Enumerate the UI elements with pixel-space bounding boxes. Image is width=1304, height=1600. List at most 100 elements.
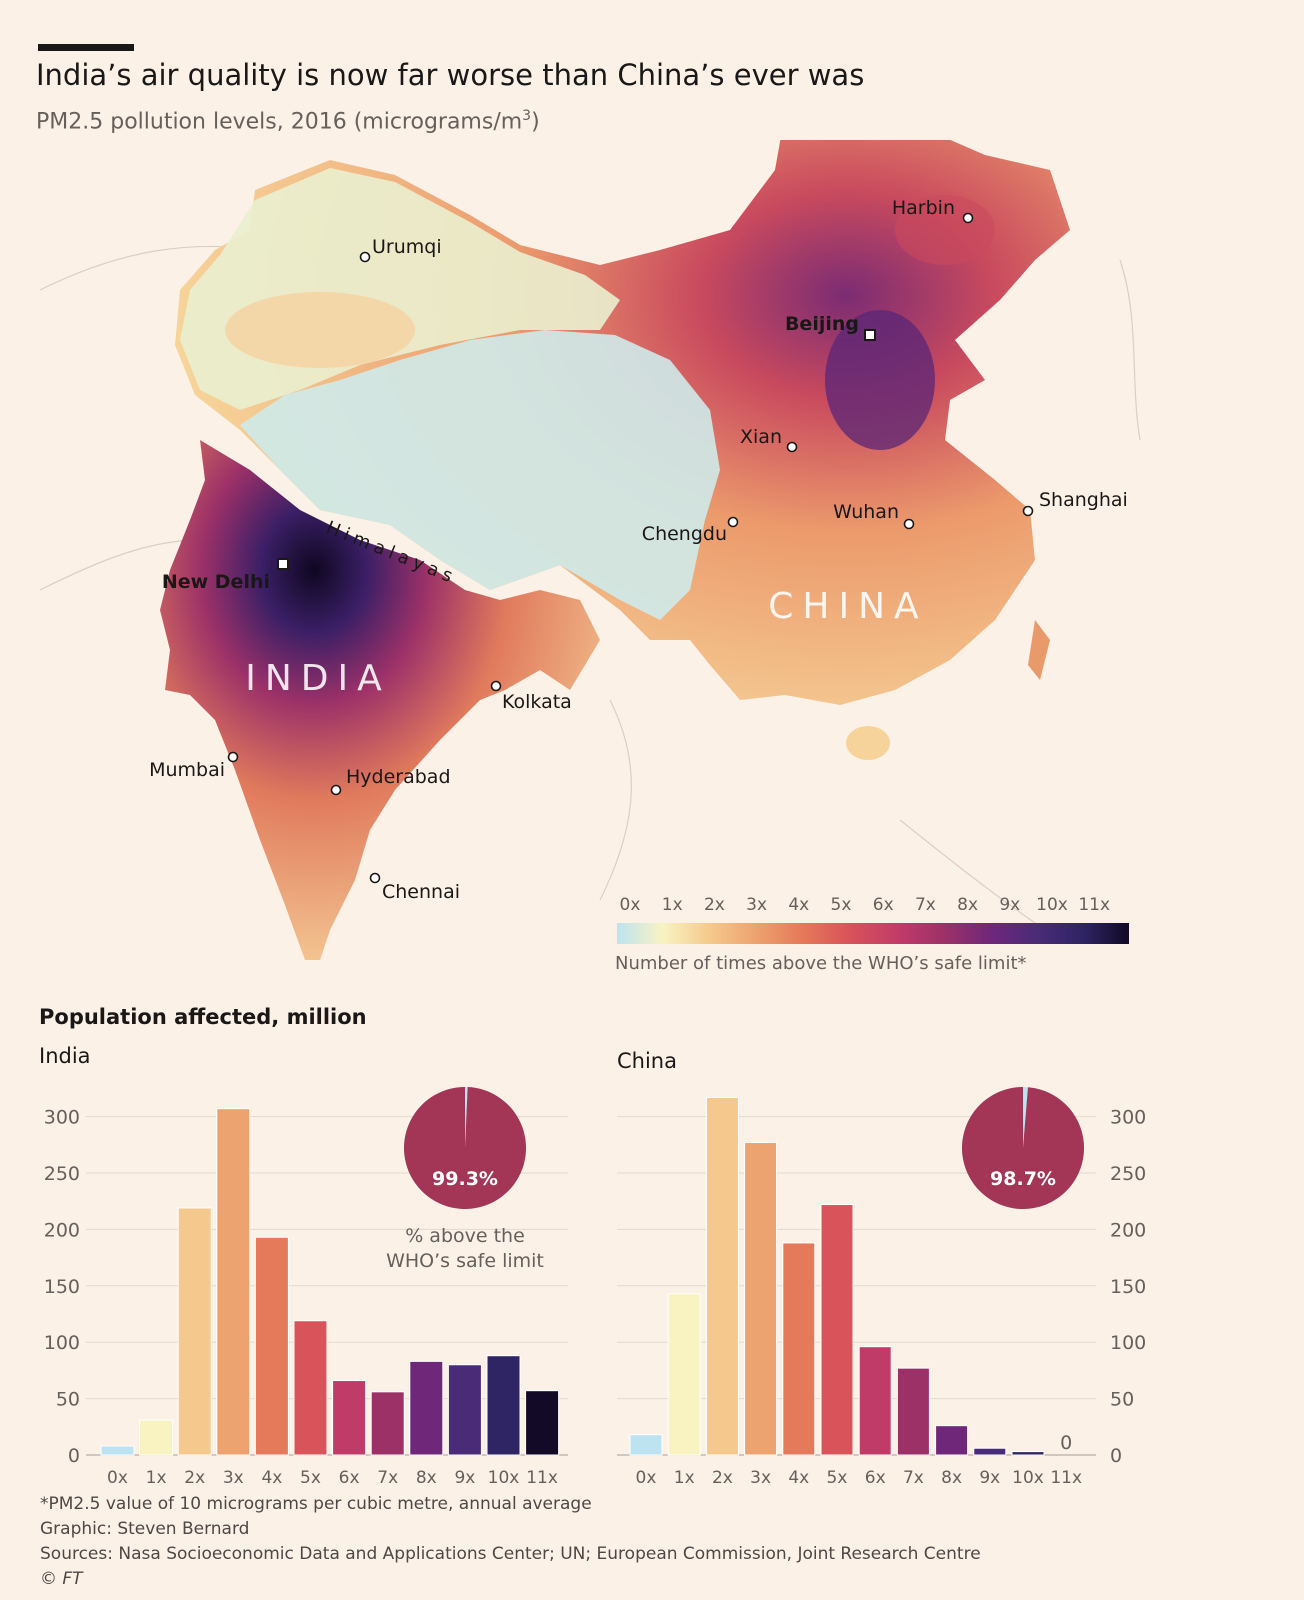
city-marker-harbin	[962, 212, 974, 224]
legend-tick: 3x	[746, 895, 767, 915]
x-tick-label: 4x	[261, 1468, 282, 1488]
bar-2x	[177, 1207, 212, 1456]
pie-percent-label: 98.7%	[990, 1168, 1056, 1190]
footnote-copyright: © FT	[40, 1569, 83, 1589]
bar-4x	[254, 1236, 289, 1456]
y-tick-label: 250	[1110, 1163, 1146, 1185]
bar-2x	[705, 1096, 739, 1456]
x-tick-label: 5x	[300, 1468, 321, 1488]
city-marker-wuhan	[903, 518, 915, 530]
bar-6x	[332, 1380, 367, 1456]
city-label-new-delhi: New Delhi	[162, 571, 270, 593]
city-marker-urumqi	[359, 251, 371, 263]
footnote-who: *PM2.5 value of 10 micrograms per cubic …	[40, 1494, 592, 1514]
legend-ticks: 0x 1x 2x 3x 4x 5x 6x 7x 8x 9x 10x 11x	[620, 895, 1110, 915]
india-bar-chart: 0 50 100 150 200 250 300 0x 1x 2x 3x 4x 5x 6x 7x 8x 9x 10…	[44, 1087, 568, 1488]
india-label: INDIA	[245, 658, 391, 699]
pollution-map: Himalayas INDIA CHINA HarbinUrumqiBeijin…	[39, 140, 1141, 974]
neighbour-borders	[39, 140, 1141, 941]
city-label-chennai: Chennai	[382, 881, 460, 903]
bar-0x	[100, 1445, 135, 1456]
x-tick-label: 8x	[416, 1468, 437, 1488]
x-tick-label: 5x	[827, 1468, 848, 1488]
x-tick-label: 0x	[636, 1468, 657, 1488]
india-region	[160, 440, 600, 960]
footnote-graphic: Graphic: Steven Bernard	[40, 1519, 250, 1539]
pie-caption-line2: WHO’s safe limit	[386, 1250, 544, 1272]
x-tick-label: 2x	[712, 1468, 733, 1488]
city-marker-chennai	[369, 872, 381, 884]
bar-6x	[858, 1346, 892, 1456]
india-chart-title: India	[39, 1044, 91, 1068]
y-tick-label: 300	[44, 1107, 80, 1129]
x-tick-label: 3x	[750, 1468, 771, 1488]
x-tick-label: 7x	[377, 1468, 398, 1488]
pie-caption-line1: % above the	[405, 1225, 525, 1247]
y-tick-label: 100	[1110, 1332, 1146, 1354]
y-tick-label: 150	[1110, 1276, 1146, 1298]
x-tick-label: 6x	[339, 1468, 360, 1488]
bar-4x	[782, 1242, 816, 1456]
legend-color-bar	[617, 923, 1129, 944]
city-marker-new-delhi	[277, 558, 289, 570]
y-tick-label: 0	[68, 1445, 80, 1467]
city-marker-hyderabad	[330, 784, 342, 796]
y-tick-label: 200	[1110, 1219, 1146, 1241]
y-tick-label: 50	[1110, 1389, 1134, 1411]
x-tick-label: 2x	[184, 1468, 205, 1488]
city-marker-mumbai	[227, 751, 239, 763]
pie-share	[404, 1087, 527, 1209]
chart-title: India’s air quality is now far worse tha…	[36, 58, 865, 92]
bar-1x	[667, 1293, 701, 1456]
bar-1x	[139, 1419, 174, 1456]
bar-5x	[293, 1320, 328, 1456]
bar-3x	[744, 1142, 778, 1456]
x-tick-label: 9x	[979, 1468, 1000, 1488]
legend-tick: 10x	[1036, 895, 1068, 915]
bar-7x	[370, 1391, 405, 1456]
x-tick-label: 4x	[788, 1468, 809, 1488]
x-tick-label: 10x	[488, 1468, 520, 1488]
pie-share	[962, 1087, 1084, 1209]
city-label-shanghai: Shanghai	[1039, 489, 1128, 511]
x-tick-label: 11x	[1050, 1468, 1082, 1488]
legend-tick: 0x	[620, 895, 641, 915]
y-tick-label: 300	[1110, 1107, 1146, 1129]
city-label-urumqi: Urumqi	[372, 236, 442, 258]
footnote-sources: Sources: Nasa Socioeconomic Data and App…	[40, 1544, 981, 1564]
legend-tick: 2x	[704, 895, 725, 915]
china-label: CHINA	[768, 586, 927, 627]
pie-percent-label: 99.3%	[432, 1168, 498, 1190]
bar-7x	[896, 1367, 930, 1456]
taiwan-island	[1028, 620, 1050, 680]
city-label-beijing: Beijing	[785, 313, 859, 335]
city-label-xian: Xian	[740, 426, 782, 448]
legend-tick: 6x	[873, 895, 894, 915]
zero-value-label: 0	[1060, 1432, 1072, 1454]
x-tick-label: 0x	[107, 1468, 128, 1488]
x-tick-label: 7x	[903, 1468, 924, 1488]
chart-subtitle: PM2.5 pollution levels, 2016 (micrograms…	[36, 108, 540, 135]
x-tick-label: 10x	[1012, 1468, 1044, 1488]
legend-tick: 1x	[662, 895, 683, 915]
y-tick-label: 200	[44, 1219, 80, 1241]
city-label-kolkata: Kolkata	[502, 691, 572, 713]
bar-0x	[629, 1434, 663, 1456]
bar-8x	[409, 1360, 444, 1456]
city-label-wuhan: Wuhan	[833, 501, 899, 523]
section-title: Population affected, million	[39, 1005, 367, 1029]
y-tick-label: 150	[44, 1276, 80, 1298]
x-tick-label: 8x	[941, 1468, 962, 1488]
bar-9x	[973, 1447, 1007, 1456]
city-marker-kolkata	[490, 680, 502, 692]
legend-tick: 4x	[788, 895, 809, 915]
city-label-mumbai: Mumbai	[149, 759, 225, 781]
x-tick-label: 11x	[526, 1468, 558, 1488]
x-tick-label: 6x	[865, 1468, 886, 1488]
bar-10x	[1011, 1451, 1045, 1456]
x-tick-label: 1x	[146, 1468, 167, 1488]
bar-11x	[525, 1390, 560, 1456]
china-chart-title: China	[617, 1049, 677, 1073]
x-tick-label: 9x	[454, 1468, 475, 1488]
